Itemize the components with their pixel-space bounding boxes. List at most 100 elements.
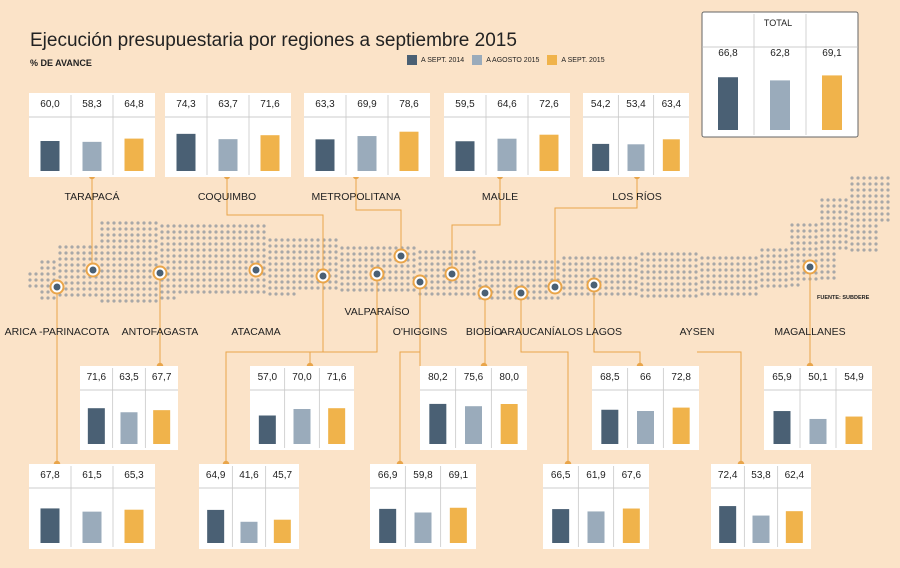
map-dot [694,276,698,280]
bar-tarapaca-1 [82,141,102,171]
map-dot [178,236,182,240]
map-dot [238,236,242,240]
map-dot [706,280,710,284]
map-dot [310,262,314,266]
map-dot [442,280,446,284]
map-marker-center-metropolitana [397,252,405,260]
map-dot [304,280,308,284]
map-dot [406,288,410,292]
legend-item-agosto2015: A AGOSTO 2015 [472,55,539,65]
map-dot [112,287,116,291]
map-dot [460,292,464,296]
map-dot [832,270,836,274]
map-dot [190,260,194,264]
map-dot [166,296,170,300]
map-dot [760,272,764,276]
map-dot [466,250,470,254]
map-dot [376,246,380,250]
region-label-valparaiso: VALPARAÍSO [345,305,410,318]
region-label-metropolitana: METROPOLITANA [311,191,400,203]
map-dot [862,212,866,216]
total-label: TOTAL [764,18,792,28]
map-dot [178,290,182,294]
map-dot [328,238,332,242]
map-dot [814,247,818,251]
map-dot [100,293,104,297]
map-dot [442,286,446,290]
map-dot [142,233,146,237]
map-dot [592,274,596,278]
map-dot [556,296,560,300]
map-dot [652,252,656,256]
map-dot [166,230,170,234]
map-dot [850,206,854,210]
map-dot [874,188,878,192]
map-dot [214,224,218,228]
map-dot [418,250,422,254]
data-label-antofagasta-1: 63,5 [119,372,139,383]
map-dot [742,292,746,296]
map-marker-center-maule [448,270,456,278]
data-label-metropolitana-0: 63,3 [315,99,335,110]
map-dot [532,266,536,270]
map-dot [172,224,176,228]
map-dot [838,216,842,220]
data-label-o-higgins-2: 69,1 [449,470,469,481]
map-dot [490,266,494,270]
data-label-valparaiso-2: 71,6 [327,372,347,383]
map-dot [268,250,272,254]
map-dot [244,230,248,234]
map-dot [184,254,188,258]
map-dot [604,268,608,272]
map-dot [238,242,242,246]
map-dot [304,238,308,242]
map-dot [634,286,638,290]
map-dot [142,251,146,255]
map-dot [838,234,842,238]
map-dot [784,284,788,288]
map-dot [214,230,218,234]
map-dot [76,275,80,279]
map-dot [670,294,674,298]
map-dot [646,270,650,274]
bar-metropolitana-2 [399,131,419,171]
map-dot [382,246,386,250]
map-dot [340,288,344,292]
map-dot [154,257,158,261]
map-dot [172,254,176,258]
map-dot [820,276,824,280]
map-dot [862,200,866,204]
map-dot [100,251,104,255]
legend-swatch-sept2014 [407,55,417,65]
map-dot [250,254,254,258]
map-dot [736,274,740,278]
map-dot [874,230,878,234]
map-dot [850,230,854,234]
map-marker-center-atacama [252,266,260,274]
map-dot [340,264,344,268]
map-dot [682,252,686,256]
map-dot [328,250,332,254]
data-label-coquimbo-0: 74,3 [176,99,196,110]
region-markers [49,248,818,301]
map-dot [628,274,632,278]
map-dot [664,264,668,268]
map-dot [184,266,188,270]
map-dot [460,262,464,266]
bar-group-biobio [420,366,527,450]
map-dot [250,284,254,288]
map-dot [172,272,176,276]
map-dot [418,262,422,266]
bar-group-antofagasta [80,366,178,450]
map-dot [208,260,212,264]
map-dot [886,194,890,198]
map-dot [640,294,644,298]
map-dot [70,293,74,297]
map-dot [454,256,458,260]
map-dot [196,254,200,258]
map-dot [424,250,428,254]
map-dot [310,268,314,272]
map-dot [874,212,878,216]
map-dot [202,254,206,258]
map-dot [106,263,110,267]
